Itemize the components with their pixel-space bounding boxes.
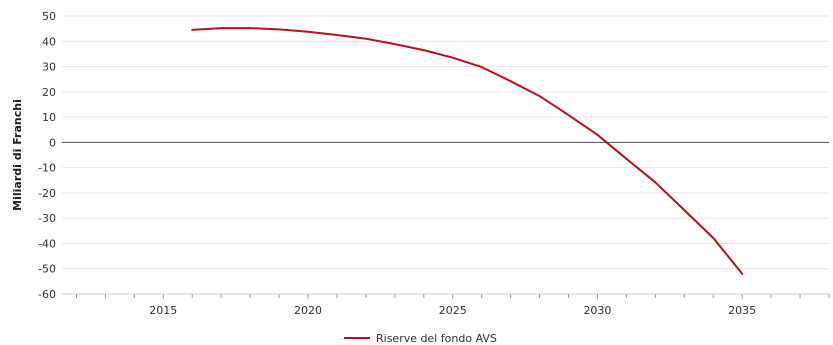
y-tick-label: 0 [49,136,56,149]
legend-label: Riserve del fondo AVS [376,332,497,345]
y-tick-labels: 50 40 30 20 10 0 -10 -20 -30 -40 -50 -60 [38,10,56,301]
y-tick-label: -60 [38,288,56,301]
x-tick-label: 2015 [149,304,177,317]
y-axis-label: Miliardi di Franchi [11,99,24,211]
x-tick-label: 2025 [439,304,467,317]
grid-lines [62,15,829,295]
series-lines [191,27,744,275]
y-tick-label: -50 [38,263,56,276]
series-line [191,27,744,275]
y-tick-label: -30 [38,212,56,225]
y-tick-label: 50 [42,10,56,23]
y-tick-label: 40 [42,35,56,48]
y-tick-label: -20 [38,187,56,200]
x-tick-labels: 2015 2020 2025 2030 2035 [149,304,756,317]
x-tick-label: 2020 [294,304,322,317]
y-tick-label: 20 [42,86,56,99]
legend: Riserve del fondo AVS [344,332,497,345]
axes [62,141,830,299]
x-tick-label: 2035 [728,304,756,317]
y-tick-label: -10 [38,162,56,175]
y-tick-label: 30 [42,61,56,74]
y-tick-label: -40 [38,237,56,250]
y-tick-label: 10 [42,111,56,124]
x-tick-label: 2030 [583,304,611,317]
